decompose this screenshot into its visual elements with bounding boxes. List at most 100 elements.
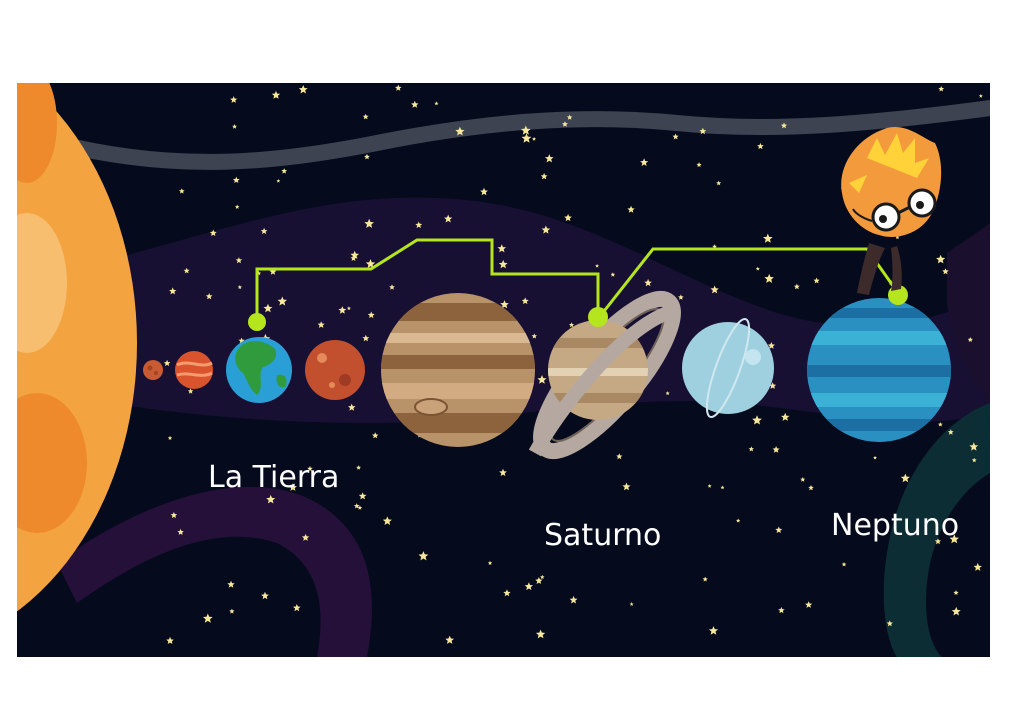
star-icon — [629, 602, 634, 606]
star-icon — [644, 278, 652, 287]
star-icon — [266, 494, 276, 504]
star-icon — [778, 606, 785, 614]
star-icon — [307, 465, 313, 472]
star-icon — [531, 333, 537, 339]
star-icon — [702, 576, 708, 582]
star-icon — [357, 505, 363, 510]
star-icon — [938, 86, 945, 92]
star-icon — [805, 601, 813, 608]
star-icon — [678, 294, 684, 300]
star-icon — [953, 590, 959, 595]
star-icon — [415, 221, 423, 229]
star-icon — [793, 283, 800, 290]
star-icon — [969, 442, 979, 451]
star-icon — [500, 300, 509, 309]
star-icon — [886, 620, 893, 627]
earth-icon — [226, 337, 292, 403]
star-icon — [951, 606, 961, 616]
star-icon — [934, 538, 942, 545]
star-icon — [540, 172, 548, 180]
star-icon — [532, 136, 537, 141]
star-icon — [536, 629, 546, 639]
star-icon — [569, 322, 575, 328]
space-background — [17, 83, 990, 657]
star-icon — [167, 435, 173, 440]
star-icon — [545, 154, 554, 163]
star-icon — [781, 412, 790, 421]
star-icon — [895, 235, 900, 240]
star-icon — [780, 122, 788, 129]
star-icon — [769, 382, 777, 389]
star-icon — [163, 359, 171, 367]
star-icon — [395, 84, 402, 91]
star-icon — [346, 306, 351, 311]
star-icon — [301, 533, 310, 541]
mercury-icon — [143, 360, 163, 380]
star-icon — [382, 516, 392, 525]
star-icon — [269, 268, 277, 275]
star-icon — [227, 580, 235, 588]
star-icon — [230, 96, 238, 103]
star-icon — [293, 604, 301, 612]
star-icon — [418, 551, 429, 561]
earth-connector-dot — [248, 313, 266, 331]
star-icon — [353, 503, 360, 509]
star-icon — [752, 415, 762, 425]
star-icon — [372, 432, 379, 439]
mars-icon — [305, 340, 365, 400]
star-icon — [627, 205, 635, 213]
nebula-swirl — [57, 486, 372, 657]
star-icon — [350, 250, 359, 259]
star-icon — [640, 158, 649, 166]
star-icon — [358, 492, 367, 500]
star-icon — [707, 484, 712, 488]
star-icon — [234, 204, 240, 209]
star-icon — [755, 266, 760, 271]
star-icon — [936, 254, 946, 264]
saturn-label: Saturno — [544, 518, 662, 553]
star-icon — [800, 476, 806, 482]
star-icon — [540, 574, 545, 579]
star-icon — [971, 457, 977, 463]
star-icon — [942, 268, 949, 275]
jupiter-icon — [381, 293, 535, 447]
star-icon — [535, 577, 543, 584]
star-icon — [767, 342, 775, 349]
star-icon — [288, 483, 297, 491]
star-icon — [764, 273, 774, 283]
star-icon — [232, 124, 237, 129]
star-icon — [569, 595, 578, 604]
solar-system-scene: La Tierra Saturno Neptuno — [17, 83, 990, 657]
green-nebula-inner — [926, 473, 990, 657]
star-icon — [179, 188, 185, 194]
star-icon — [610, 272, 616, 277]
star-icon — [616, 453, 623, 460]
star-icon — [978, 93, 983, 98]
saturn-connector-dot — [588, 307, 608, 327]
star-icon — [900, 473, 910, 483]
star-icon — [261, 591, 269, 600]
star-icon — [665, 391, 670, 396]
star-icon — [757, 142, 764, 150]
sun-icon — [17, 83, 137, 612]
uranus-icon — [682, 317, 774, 419]
star-icon — [716, 180, 722, 186]
star-icon — [487, 560, 493, 565]
star-icon — [808, 485, 814, 491]
star-icon — [497, 244, 507, 253]
star-icon — [364, 153, 370, 160]
star-icon — [317, 321, 325, 328]
star-icon — [364, 218, 374, 228]
star-icon — [276, 179, 281, 183]
star-icon — [205, 293, 213, 300]
star-icon — [277, 296, 287, 306]
star-icon — [434, 101, 439, 106]
star-icon — [183, 267, 190, 274]
star-icon — [348, 403, 356, 411]
star-icon — [595, 263, 599, 268]
grey-stream — [49, 100, 990, 170]
star-icon — [520, 125, 531, 135]
star-icon — [229, 608, 235, 614]
star-icon — [338, 306, 347, 314]
star-icon — [562, 121, 568, 127]
